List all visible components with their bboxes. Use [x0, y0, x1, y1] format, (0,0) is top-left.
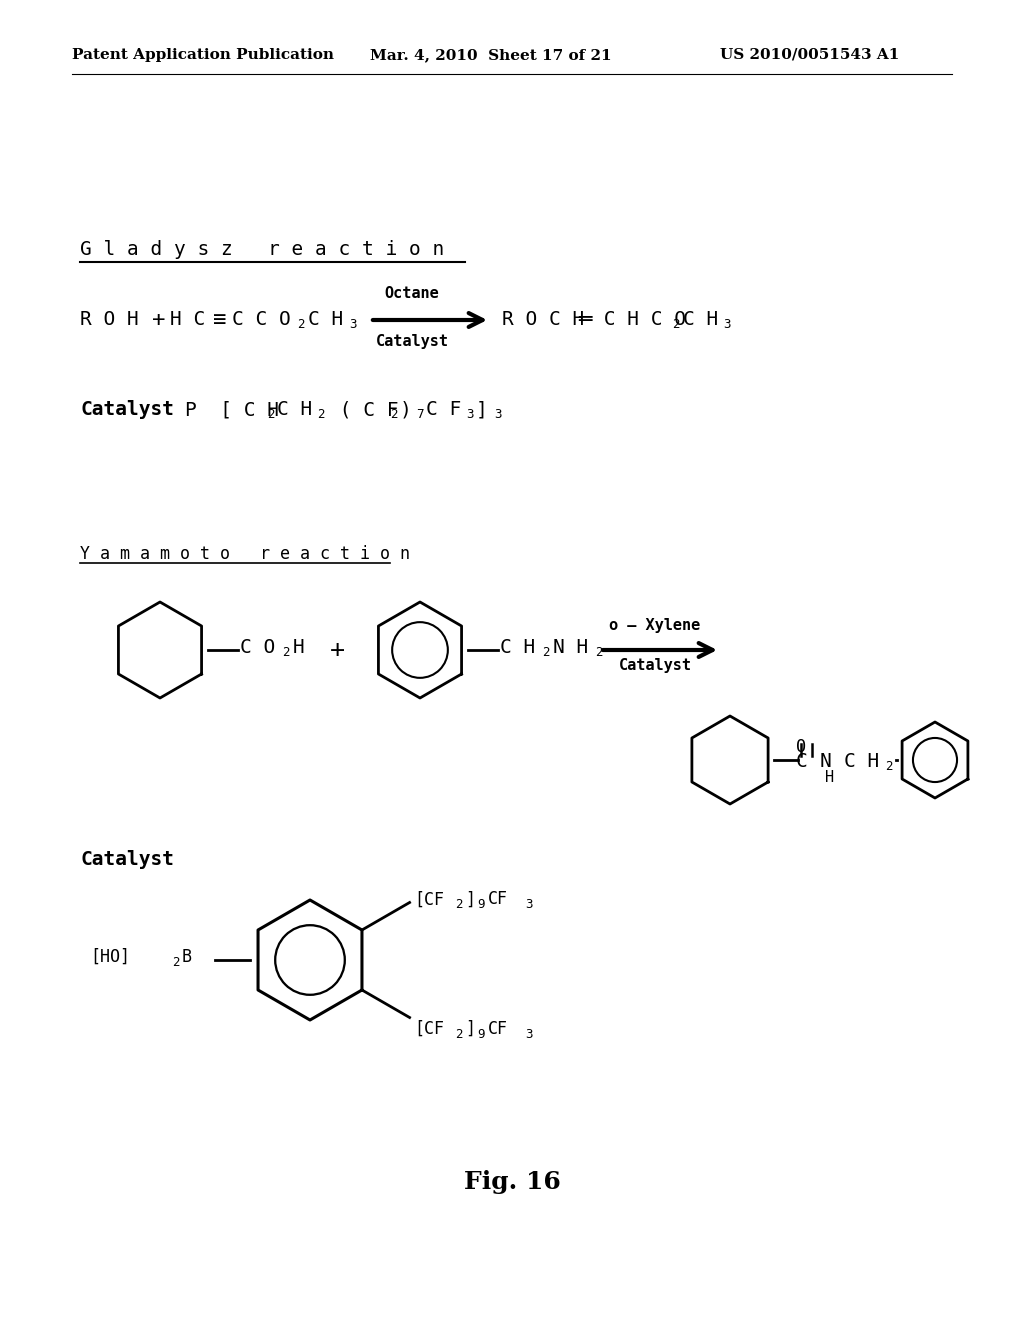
Text: R O H: R O H [80, 310, 138, 329]
Text: C H: C H [278, 400, 312, 418]
Text: 2: 2 [172, 956, 179, 969]
Text: ≡: ≡ [213, 310, 226, 330]
Text: C H C O: C H C O [592, 310, 686, 329]
Text: 3: 3 [349, 318, 356, 331]
Text: C H: C H [683, 310, 718, 329]
Text: 3: 3 [525, 899, 534, 912]
Text: Patent Application Publication: Patent Application Publication [72, 48, 334, 62]
Text: ═: ═ [578, 310, 592, 330]
Text: P  [ C H: P [ C H [185, 400, 279, 418]
Text: [HO]: [HO] [90, 948, 130, 966]
Text: Octane: Octane [385, 286, 439, 301]
Text: H: H [293, 638, 305, 657]
Text: Catalyst: Catalyst [80, 400, 174, 418]
Text: 2: 2 [282, 645, 290, 659]
Text: 9: 9 [477, 1027, 485, 1040]
Text: 3: 3 [466, 408, 473, 421]
Text: Fig. 16: Fig. 16 [464, 1170, 560, 1195]
Text: N: N [820, 752, 831, 771]
Text: C H: C H [308, 310, 343, 329]
Text: 9: 9 [477, 899, 485, 912]
Text: C H: C H [500, 638, 536, 657]
Text: Mar. 4, 2010  Sheet 17 of 21: Mar. 4, 2010 Sheet 17 of 21 [370, 48, 611, 62]
Text: +: + [152, 310, 165, 330]
Text: C C O: C C O [232, 310, 291, 329]
Text: 3: 3 [525, 1027, 534, 1040]
Text: C O: C O [240, 638, 275, 657]
Text: ]: ] [476, 400, 487, 418]
Text: 7: 7 [416, 408, 424, 421]
Text: [CF: [CF [415, 1019, 444, 1038]
Text: ( C F: ( C F [328, 400, 398, 418]
Text: Catalyst: Catalyst [80, 850, 174, 869]
Text: 2: 2 [317, 408, 325, 421]
Text: C H: C H [844, 752, 880, 771]
Text: O: O [796, 738, 806, 756]
Text: ]: ] [466, 1019, 475, 1038]
Text: 2: 2 [595, 645, 602, 659]
Text: H: H [825, 770, 835, 785]
Text: 2: 2 [456, 1027, 463, 1040]
Text: N H: N H [553, 638, 588, 657]
Text: Catalyst: Catalyst [618, 657, 691, 673]
Text: 2: 2 [456, 899, 463, 912]
Text: Y a m a m o t o   r e a c t i o n: Y a m a m o t o r e a c t i o n [80, 545, 410, 564]
Text: 2: 2 [542, 645, 550, 659]
Text: CF: CF [487, 891, 508, 908]
Text: 2: 2 [672, 318, 680, 331]
Text: 3: 3 [494, 408, 502, 421]
Text: R O C H: R O C H [502, 310, 585, 329]
Text: B: B [182, 948, 193, 966]
Text: C F: C F [426, 400, 461, 418]
Text: 2: 2 [885, 760, 893, 774]
Text: US 2010/0051543 A1: US 2010/0051543 A1 [720, 48, 899, 62]
Text: o – Xylene: o – Xylene [609, 618, 700, 634]
Text: 2: 2 [267, 408, 274, 421]
Text: [CF: [CF [415, 891, 444, 908]
Text: ]: ] [466, 891, 475, 908]
Text: G l a d y s z   r e a c t i o n: G l a d y s z r e a c t i o n [80, 240, 444, 259]
Text: C: C [796, 752, 808, 771]
Text: H C: H C [170, 310, 205, 329]
Text: Catalyst: Catalyst [376, 334, 449, 348]
Text: CF: CF [487, 1019, 508, 1038]
Text: ): ) [400, 400, 412, 418]
Text: 3: 3 [723, 318, 730, 331]
Text: +: + [330, 638, 345, 663]
Text: 2: 2 [390, 408, 397, 421]
Text: 2: 2 [297, 318, 304, 331]
